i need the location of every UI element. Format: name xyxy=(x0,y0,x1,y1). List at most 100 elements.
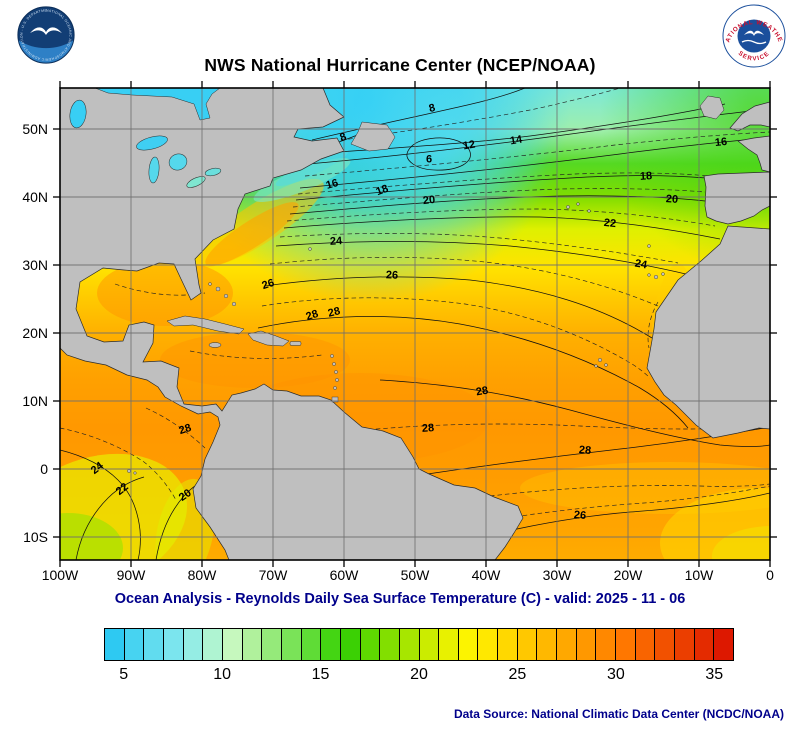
nws-bird-icon xyxy=(744,30,764,36)
contour-label: 20 xyxy=(422,194,435,207)
colorbar-cell xyxy=(517,629,538,660)
colorbar-cell xyxy=(694,629,715,660)
lat-tick-label: 40N xyxy=(22,189,48,205)
noaa-logo: NATIONAL OCEANIC AND ATMOSPHERIC ADMINIS… xyxy=(16,5,76,65)
nws-logo: NATIONAL WEATHER SERVICE xyxy=(722,4,786,68)
lake-huron xyxy=(168,153,188,171)
contour-label: 26 xyxy=(260,277,275,292)
colorbar xyxy=(104,628,734,661)
colorbar-cell xyxy=(399,629,420,660)
contour-label: 20 xyxy=(665,193,678,206)
axis-ticks xyxy=(53,81,777,567)
lat-tick-label: 0 xyxy=(40,461,48,477)
colorbar-tick-label: 10 xyxy=(213,666,232,683)
colorbar-cell xyxy=(340,629,361,660)
contour-label: 20 xyxy=(177,487,194,504)
noaa-logo-sea xyxy=(17,39,75,64)
colorbar-cell xyxy=(380,629,400,660)
contour-label: 16 xyxy=(325,177,340,192)
lake-superior xyxy=(136,135,168,151)
contour-label: 28 xyxy=(304,308,319,323)
colorbar-cell xyxy=(183,629,204,660)
contour-label: 6 xyxy=(426,154,432,166)
noaa-gull-icon xyxy=(30,27,62,35)
land-americas xyxy=(60,88,524,560)
land-ireland xyxy=(699,95,725,120)
contour-label: 28 xyxy=(422,422,435,435)
small-islands xyxy=(127,202,665,475)
map-subtitle: Ocean Analysis - Reynolds Daily Sea Surf… xyxy=(114,591,686,607)
colorbar-cell xyxy=(498,629,518,660)
colorbar-cell xyxy=(616,629,636,660)
lake-michigan xyxy=(148,156,160,184)
lon-tick-label: 90W xyxy=(116,567,146,583)
contour-label: 8 xyxy=(428,102,437,115)
map-area: 8 8 12 6 14 16 16 18 18 20 20 22 24 24 26 26 28 28 28 28 28 2… xyxy=(52,80,778,568)
land-iberia xyxy=(703,171,770,225)
contour-label: 28 xyxy=(327,305,342,320)
land-cuba xyxy=(166,315,245,335)
colorbar-tick-label: 5 xyxy=(119,666,129,683)
contour-label: 14 xyxy=(509,133,524,147)
lon-tick-label: 80W xyxy=(187,567,217,583)
colorbar-cell xyxy=(714,629,733,660)
noaa-logo-svg: NATIONAL OCEANIC AND ATMOSPHERIC ADMINIS… xyxy=(17,6,75,64)
contour-label: 18 xyxy=(640,170,653,183)
colorbar-cell xyxy=(596,629,617,660)
lon-tick-label: 10W xyxy=(684,567,714,583)
land-hispaniola xyxy=(247,330,290,347)
colorbar-tick-label: 15 xyxy=(311,666,330,683)
colorbar-tick-label: 30 xyxy=(606,666,625,683)
lat-tick-label: 20N xyxy=(22,325,48,341)
land-england xyxy=(729,101,770,132)
land-africa xyxy=(646,225,770,439)
lon-tick-label: 50W xyxy=(400,567,430,583)
lon-tick-label: 60W xyxy=(329,567,359,583)
contour-label: 18 xyxy=(374,183,390,198)
colorbar-cell xyxy=(105,629,125,660)
lon-tick-label: 40W xyxy=(471,567,501,583)
colorbar-tick-label: 25 xyxy=(508,666,527,683)
contour-labels: 8 8 12 6 14 16 16 18 18 20 20 22 24 24 26 26 28 28 28 28 28 2… xyxy=(89,102,728,522)
colorbar-cell xyxy=(576,629,597,660)
lon-tick-label: 0 xyxy=(766,567,774,583)
grid-lines xyxy=(60,88,770,560)
contour-label: 28 xyxy=(475,385,489,399)
lon-tick-label: 100W xyxy=(41,567,79,583)
land-france xyxy=(737,135,770,173)
land-jamaica xyxy=(208,342,222,348)
lat-tick-label: 30N xyxy=(22,257,48,273)
colorbar-cell xyxy=(458,629,479,660)
contour-label: 28 xyxy=(177,422,192,437)
colorbar-cell xyxy=(281,629,302,660)
contour-label: 28 xyxy=(578,444,591,457)
sst-map: 8 8 12 6 14 16 16 18 18 20 20 22 24 24 26 26 28 28 28 28 28 2… xyxy=(53,81,777,567)
lon-tick-label: 20W xyxy=(613,567,643,583)
colorbar-cell xyxy=(301,629,322,660)
lakes-layer xyxy=(69,88,222,188)
contour-label: 24 xyxy=(634,258,649,272)
lake-erie xyxy=(186,176,206,188)
colorbar-tick-label: 35 xyxy=(705,666,724,683)
colorbar-cell xyxy=(675,629,695,660)
colorbar-cell xyxy=(557,629,577,660)
lake-ontario xyxy=(204,167,222,177)
lon-tick-label: 30W xyxy=(542,567,572,583)
colorbar-cell xyxy=(203,629,223,660)
colorbar-cell xyxy=(655,629,676,660)
contour-label: 22 xyxy=(114,481,131,498)
colorbar-cell xyxy=(321,629,341,660)
contour-label: 24 xyxy=(330,235,344,248)
colorbar-cell xyxy=(262,629,282,660)
colorbar-cell xyxy=(478,629,499,660)
colorbar-cell xyxy=(537,629,558,660)
colorbar-cell xyxy=(222,629,243,660)
colorbar-cell xyxy=(419,629,440,660)
colorbar-cell xyxy=(242,629,263,660)
colorbar-cell xyxy=(144,629,164,660)
contour-label: 12 xyxy=(462,139,476,153)
nws-logo-svg: NATIONAL WEATHER SERVICE xyxy=(722,4,786,68)
colorbar-tick-label: 20 xyxy=(410,666,428,683)
colorbar-cell xyxy=(360,629,381,660)
